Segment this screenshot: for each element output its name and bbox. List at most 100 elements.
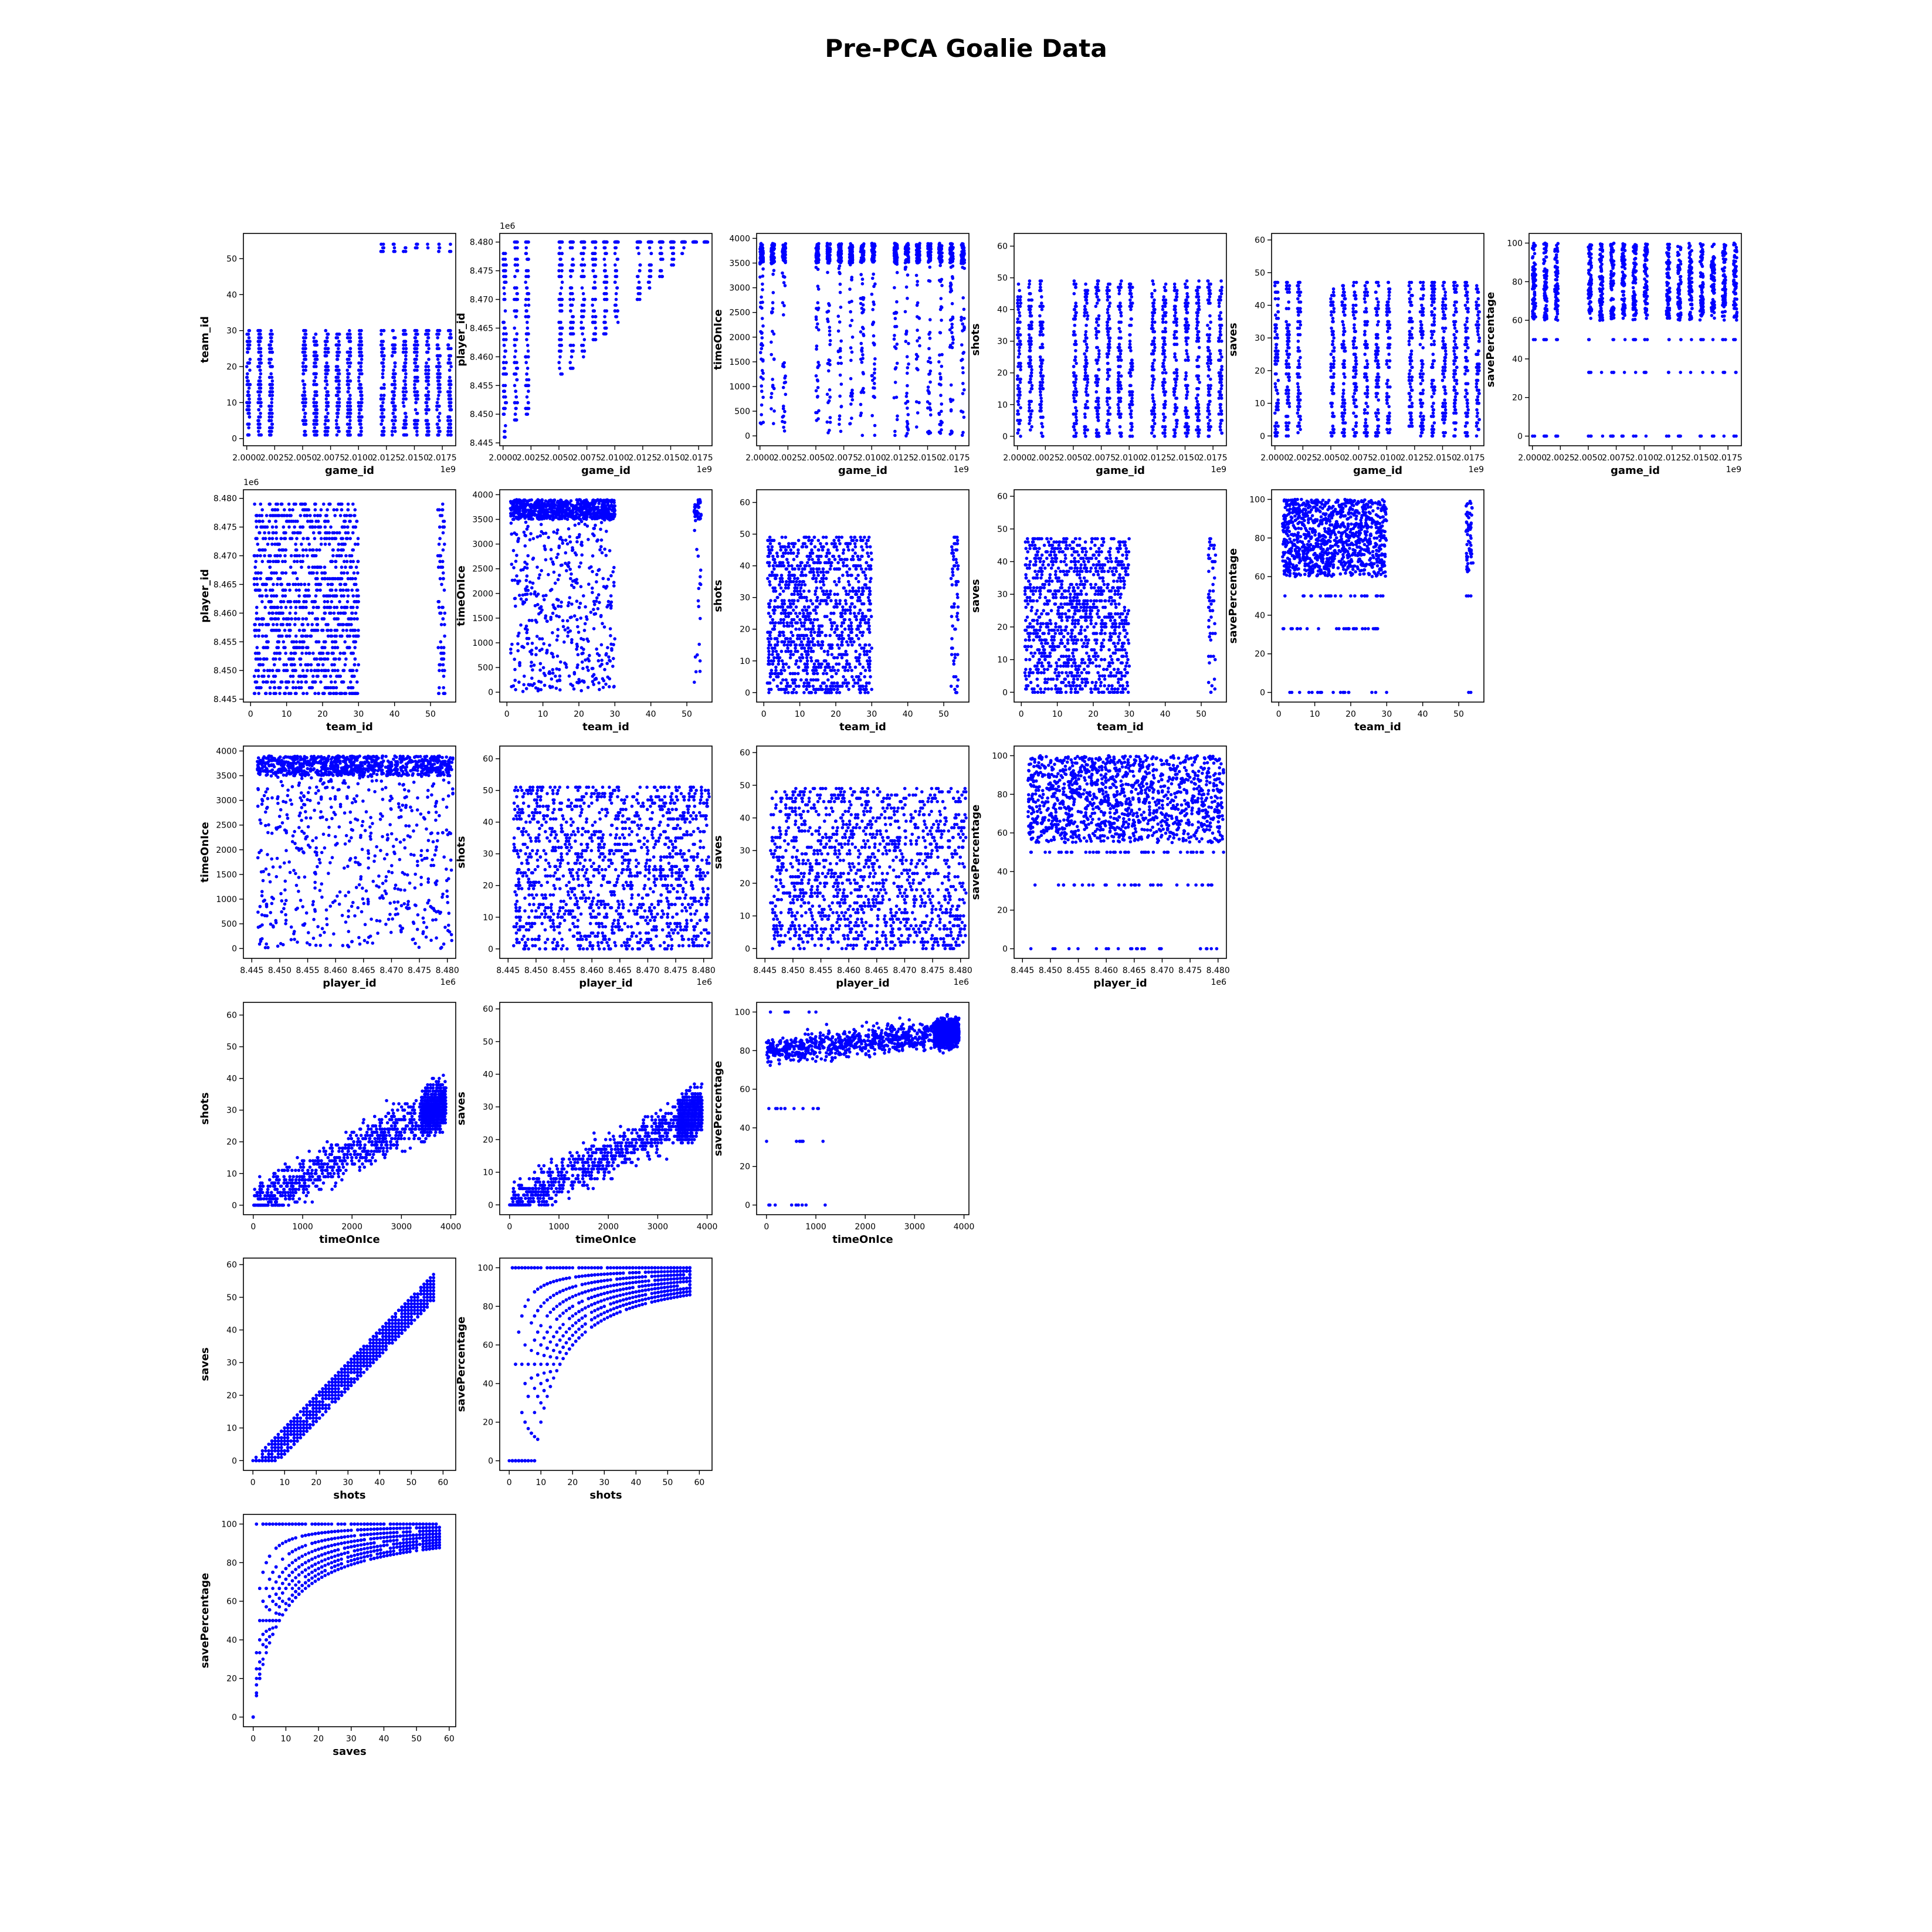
scatter-point — [951, 276, 955, 280]
scatter-point — [524, 309, 528, 313]
scatter-point — [906, 384, 909, 388]
scatter-point — [1129, 304, 1133, 309]
scatter-point — [304, 433, 308, 437]
scatter-point — [504, 349, 507, 353]
scatter-point — [436, 415, 440, 419]
scatter-point — [816, 361, 820, 364]
scatter-point — [1072, 292, 1076, 296]
scatter-point — [438, 412, 442, 415]
scatter-point — [348, 333, 352, 336]
scatter-point — [771, 272, 775, 276]
scatter-point — [1184, 374, 1188, 378]
scatter-point — [348, 419, 352, 422]
scatter-point — [337, 397, 341, 401]
scatter-point — [1105, 320, 1109, 324]
scatter-point — [579, 252, 583, 256]
scatter-point — [894, 395, 899, 399]
scatter-point — [246, 390, 250, 394]
scatter-point — [1084, 355, 1088, 359]
scatter-point — [382, 354, 386, 358]
scatter-point — [345, 368, 350, 372]
scatter-point — [449, 365, 453, 368]
y-tick-label: 40 — [226, 290, 237, 300]
x-tick-label: 2.0100 — [857, 453, 886, 463]
scatter-point — [526, 412, 530, 416]
scatter-point — [604, 252, 607, 256]
scatter-point — [961, 322, 964, 326]
scatter-point — [345, 333, 350, 336]
scatter-point — [1084, 298, 1088, 302]
scatter-point — [1174, 419, 1178, 422]
scatter-point — [1016, 282, 1021, 286]
scatter-point — [413, 347, 418, 351]
scatter-point — [348, 328, 351, 333]
scatter-point — [416, 343, 419, 347]
scatter-point — [269, 328, 273, 333]
scatter-point — [258, 340, 262, 343]
scatter-point — [894, 311, 898, 315]
scatter-point — [1073, 358, 1077, 362]
scatter-point — [304, 365, 308, 368]
scatter-point — [257, 429, 260, 433]
scatter-point — [1151, 304, 1155, 309]
scatter-point — [558, 257, 562, 261]
scatter-point — [513, 246, 517, 250]
scatter-point — [770, 407, 773, 411]
scatter-point — [914, 352, 918, 357]
scatter-point — [392, 379, 396, 383]
scatter-point — [927, 333, 931, 336]
scatter-point — [938, 431, 942, 435]
scatter-point — [1106, 307, 1110, 311]
scatter-point — [1164, 311, 1168, 314]
scatter-point — [303, 415, 307, 419]
scatter-point — [1038, 289, 1042, 293]
scatter-point — [871, 246, 875, 250]
scatter-point — [960, 256, 964, 260]
scatter-point — [683, 240, 687, 244]
scatter-point — [1095, 289, 1099, 293]
scatter-point — [513, 372, 516, 376]
scatter-point — [391, 328, 395, 333]
scatter-point — [603, 292, 607, 296]
scatter-point — [916, 280, 919, 283]
scatter-point — [335, 387, 338, 390]
scatter-point — [1019, 435, 1022, 438]
scatter-point — [381, 397, 385, 401]
scatter-point — [1018, 422, 1021, 425]
scatter-point — [1130, 422, 1134, 425]
scatter-point — [314, 433, 318, 437]
scatter-point — [781, 385, 785, 389]
scatter-point — [770, 261, 773, 265]
scatter-point — [940, 318, 943, 322]
scatter-point — [435, 404, 439, 408]
scatter-point — [392, 242, 396, 246]
scatter-point — [437, 394, 440, 397]
scatter-point — [592, 240, 596, 244]
scatter-point — [906, 399, 910, 404]
scatter-point — [781, 301, 785, 304]
scatter-point — [359, 433, 363, 437]
scatter-point — [850, 276, 854, 279]
scatter-point — [514, 395, 518, 399]
scatter-point — [814, 266, 818, 269]
x-tick-label: 2.0075 — [829, 453, 858, 463]
scatter-point — [1118, 301, 1122, 305]
scatter-point — [960, 433, 964, 437]
scatter-point — [448, 357, 451, 361]
scatter-point — [248, 328, 252, 333]
scatter-point — [1039, 399, 1043, 404]
scatter-point — [828, 416, 832, 419]
scatter-point — [302, 397, 306, 401]
scatter-point — [438, 419, 441, 422]
scatter-point — [1185, 428, 1189, 432]
scatter-point — [1019, 361, 1022, 365]
scatter-point — [859, 273, 863, 276]
scatter-point — [828, 329, 832, 333]
scatter-point — [1128, 403, 1131, 406]
scatter-point — [1108, 301, 1112, 305]
scatter-point — [1161, 431, 1165, 435]
scatter-point — [815, 395, 819, 399]
scatter-point — [245, 408, 249, 412]
scatter-point — [404, 390, 408, 394]
scatter-point — [1153, 320, 1157, 324]
